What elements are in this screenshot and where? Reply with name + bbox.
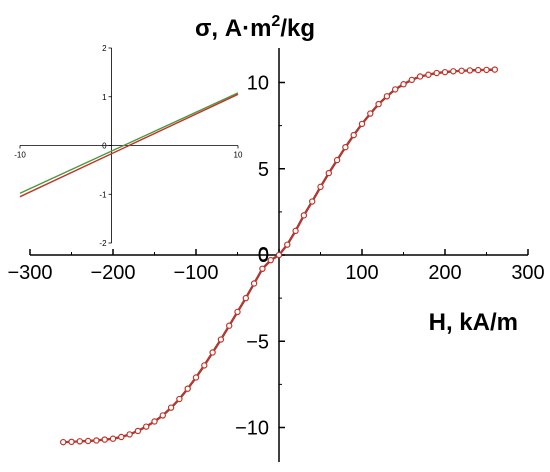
x-tick-label: 300	[511, 262, 544, 284]
data-point	[284, 241, 291, 248]
x-tick-label: 200	[428, 262, 461, 284]
data-point	[84, 437, 92, 445]
data-point	[275, 251, 283, 259]
data-point	[142, 423, 150, 430]
data-point	[292, 227, 299, 235]
data-point	[209, 349, 216, 356]
y-axis-label-tail: /kg	[280, 15, 315, 42]
inset-line-green	[19, 92, 239, 194]
data-point	[217, 336, 225, 343]
data-point	[475, 66, 482, 74]
data-point	[101, 436, 108, 443]
data-point	[184, 385, 191, 392]
y-tick-label: 10	[247, 73, 269, 95]
data-point	[192, 374, 200, 381]
inset-y-tick-label: -1	[99, 190, 107, 199]
inset-tick-marks	[19, 47, 239, 244]
data-point	[309, 198, 316, 205]
data-point	[60, 438, 67, 446]
y-tick-label: 0	[258, 245, 269, 267]
data-point	[159, 412, 166, 419]
data-point	[325, 169, 332, 177]
inset-y-tick-label: 0	[102, 142, 107, 151]
data-point	[367, 110, 374, 117]
y-axis-label-superscript: 2	[271, 13, 280, 30]
inset-y-tick-label: -2	[99, 239, 107, 248]
y-tick-label: −10	[235, 418, 269, 440]
data-point	[176, 395, 183, 403]
data-point	[126, 431, 133, 438]
x-tick-label: −300	[7, 262, 52, 284]
data-point	[375, 100, 382, 108]
inset-line-red	[19, 93, 239, 198]
data-point	[300, 212, 308, 219]
data-point	[118, 433, 125, 441]
data-point	[392, 86, 399, 93]
y-tick-label: 5	[258, 159, 269, 181]
inset-x-tick-label: 10	[234, 151, 243, 160]
data-point	[250, 280, 258, 287]
data-point	[441, 68, 449, 76]
data-point	[450, 68, 457, 75]
data-point	[76, 438, 84, 445]
data-point	[134, 427, 142, 435]
main-markers	[60, 66, 498, 446]
data-point	[267, 256, 274, 264]
data-point	[167, 404, 175, 411]
data-point	[342, 143, 349, 151]
x-tick-label: −200	[90, 262, 135, 284]
data-point	[225, 322, 233, 329]
data-point	[333, 156, 341, 164]
data-point	[408, 76, 415, 84]
data-point	[242, 294, 249, 302]
inset-y-tick-label: 2	[102, 44, 107, 53]
x-tick-label: 100	[345, 262, 378, 284]
data-point	[425, 71, 432, 78]
y-axis-label: σ, A·m2/kg	[195, 13, 315, 42]
data-point	[234, 308, 241, 316]
x-tick-label: −100	[173, 262, 218, 284]
data-point	[68, 438, 75, 446]
data-point	[350, 131, 357, 139]
x-axis-label: H, kA/m	[429, 309, 518, 336]
data-point	[317, 183, 324, 191]
data-point	[491, 66, 498, 73]
data-point	[416, 73, 424, 80]
data-point	[483, 66, 490, 74]
inset-series	[19, 92, 239, 198]
inset-x-tick-label: -10	[14, 151, 26, 160]
data-point	[466, 67, 474, 74]
data-point	[383, 93, 391, 100]
y-tick-label: −5	[246, 331, 269, 353]
data-point	[259, 265, 266, 272]
y-axis-label-main: σ, A·m	[195, 15, 271, 42]
data-point	[93, 437, 100, 444]
data-point	[400, 81, 407, 88]
data-point	[458, 67, 465, 74]
data-point	[201, 362, 208, 369]
origin-tick-label: 0	[258, 244, 269, 266]
data-point	[109, 435, 117, 442]
data-point	[433, 69, 440, 77]
inset-y-tick-label: 1	[102, 93, 107, 102]
data-point	[151, 418, 158, 425]
data-point	[358, 120, 366, 128]
